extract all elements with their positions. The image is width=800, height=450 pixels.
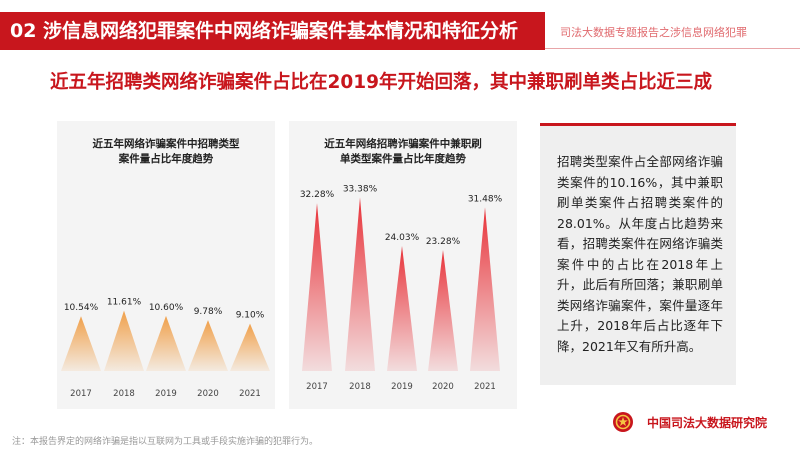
value-label: 10.54% [64, 303, 99, 313]
value-label: 23.28% [426, 237, 461, 247]
chart-title: 近五年网络诈骗案件中招聘类型 案件量占比年度趋势 [92, 138, 240, 165]
org-name: 中国司法大数据研究院 [647, 416, 768, 430]
x-tick-label: 2021 [474, 382, 496, 392]
bar-2020 [188, 320, 228, 371]
bar-2017 [302, 203, 332, 371]
chart-recruitment-share: 10.54% 2017 11.61% 2018 10.60% 2019 9.78% 2020 9… [61, 298, 270, 399]
value-label: 32.28% [300, 190, 335, 200]
value-label: 9.78% [194, 307, 223, 317]
x-tick-label: 2021 [239, 389, 261, 399]
bar-2020 [428, 249, 458, 371]
summary-box: 招聘类型案件占全部网络诈骗类案件的10.16%，其中兼职刷单类案件占招聘类案件的… [540, 123, 736, 385]
chart-panel-recruitment-share: 近五年网络诈骗案件中招聘类型 案件量占比年度趋势 10.54% 2017 11.61… [57, 121, 275, 409]
summary-text: 招聘类型案件占全部网络诈骗类案件的10.16%，其中兼职刷单类案件占招聘类案件的… [557, 154, 723, 354]
x-tick-label: 2018 [113, 389, 135, 399]
value-label: 24.03% [385, 233, 420, 243]
footnote: 注：本报告界定的网络诈骗是指以互联网为工具或手段实施诈骗的犯罪行为。 [12, 437, 319, 447]
x-tick-label: 2020 [197, 389, 219, 399]
bar-2021 [230, 323, 270, 371]
bar-2017 [61, 316, 101, 371]
bar-2019 [387, 246, 417, 371]
x-tick-label: 2017 [70, 389, 92, 399]
x-tick-label: 2018 [349, 382, 371, 392]
value-label: 31.48% [468, 194, 503, 204]
value-label: 11.61% [107, 298, 142, 308]
value-label: 33.38% [343, 184, 378, 194]
value-label: 10.60% [149, 303, 184, 313]
bar-2018 [345, 197, 375, 371]
header-divider [545, 48, 800, 49]
x-tick-label: 2017 [306, 382, 328, 392]
chart-panel-parttime-share: 近五年网络招聘诈骗案件中兼职刷 单类型案件量占比年度趋势 32.28% 2017 3… [289, 121, 517, 409]
bar-2018 [104, 310, 144, 371]
value-label: 9.10% [236, 311, 265, 321]
report-subtitle: 司法大数据专题报告之涉信息网络犯罪 [560, 26, 747, 39]
section-title: 02 涉信息网络犯罪案件中网络诈骗案件基本情况和特征分析 [10, 20, 519, 42]
slide-headline: 近五年招聘类网络诈骗案件占比在2019年开始回落，其中兼职刷单类占比近三成 [50, 72, 712, 93]
chart-parttime-share: 32.28% 2017 33.38% 2018 24.03% 2019 23.28% 2020… [300, 184, 503, 392]
bar-2019 [146, 315, 186, 371]
section-header-bar: 02 涉信息网络犯罪案件中网络诈骗案件基本情况和特征分析 [0, 12, 545, 50]
x-tick-label: 2019 [155, 389, 177, 399]
court-emblem-icon [613, 412, 633, 432]
x-tick-label: 2020 [432, 382, 454, 392]
chart-title: 近五年网络招聘诈骗案件中兼职刷 单类型案件量占比年度趋势 [324, 138, 482, 165]
bar-2021 [470, 207, 500, 371]
x-tick-label: 2019 [391, 382, 413, 392]
